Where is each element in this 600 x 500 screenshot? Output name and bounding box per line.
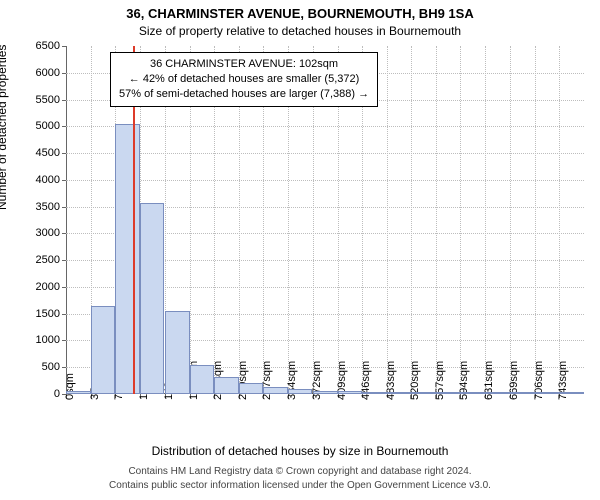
ytick-label: 1000	[36, 334, 66, 346]
chart-title-main: 36, CHARMINSTER AVENUE, BOURNEMOUTH, BH9…	[0, 6, 600, 21]
histogram-bar	[66, 391, 91, 394]
grid-v	[485, 46, 486, 394]
xtick-label: 409sqm	[336, 361, 348, 400]
grid-v	[535, 46, 536, 394]
xtick-label: 483sqm	[385, 361, 397, 400]
footer-line-2: Contains public sector information licen…	[0, 480, 600, 491]
xtick-label: 743sqm	[557, 361, 569, 400]
xtick-label: 706sqm	[533, 361, 545, 400]
histogram-bar	[313, 391, 338, 394]
histogram-bar	[362, 392, 387, 394]
histogram-bar	[239, 383, 264, 394]
ytick-label: 500	[42, 361, 66, 373]
histogram-bar	[510, 392, 535, 394]
xtick-label: 0sqm	[64, 373, 76, 400]
x-axis-label: Distribution of detached houses by size …	[0, 444, 600, 458]
ytick-label: 3500	[36, 201, 66, 213]
ytick-label: 5000	[36, 120, 66, 132]
grid-v	[411, 46, 412, 394]
histogram-bar	[535, 392, 560, 394]
histogram-bar	[214, 377, 239, 394]
grid-v	[460, 46, 461, 394]
ytick-label: 6500	[36, 40, 66, 52]
histogram-bar	[460, 392, 485, 394]
histogram-bar	[288, 389, 313, 394]
histogram-bar	[411, 392, 436, 394]
y-axis-label: Number of detached properties	[0, 45, 9, 210]
xtick-label: 297sqm	[261, 361, 273, 400]
histogram-bar	[190, 365, 215, 394]
xtick-label: 594sqm	[458, 361, 470, 400]
marker-info-box: 36 CHARMINSTER AVENUE: 102sqm ← 42% of d…	[110, 52, 378, 107]
grid-v	[436, 46, 437, 394]
ytick-label: 4500	[36, 147, 66, 159]
histogram-bar	[436, 392, 461, 394]
footer-line-1: Contains HM Land Registry data © Crown c…	[0, 466, 600, 477]
grid-h	[66, 153, 584, 154]
xtick-label: 334sqm	[286, 361, 298, 400]
histogram-bar	[338, 391, 363, 394]
xtick-label: 669sqm	[508, 361, 520, 400]
histogram-bar	[165, 311, 190, 394]
info-line-3: 57% of semi-detached houses are larger (…	[119, 87, 369, 102]
grid-h	[66, 180, 584, 181]
histogram-bar	[263, 387, 288, 394]
grid-v	[387, 46, 388, 394]
ytick-label: 2000	[36, 281, 66, 293]
xtick-label: 557sqm	[434, 361, 446, 400]
chart-title-sub: Size of property relative to detached ho…	[0, 24, 600, 38]
xtick-label: 446sqm	[360, 361, 372, 400]
histogram-bar	[91, 306, 116, 394]
ytick-label: 3000	[36, 227, 66, 239]
ytick-label: 5500	[36, 94, 66, 106]
ytick-label: 6000	[36, 67, 66, 79]
xtick-label: 631sqm	[483, 361, 495, 400]
grid-v	[559, 46, 560, 394]
y-axis-line	[66, 46, 67, 394]
info-line-1: 36 CHARMINSTER AVENUE: 102sqm	[119, 57, 369, 72]
chart-stage: 36, CHARMINSTER AVENUE, BOURNEMOUTH, BH9…	[0, 0, 600, 500]
ytick-label: 2500	[36, 254, 66, 266]
histogram-bar	[140, 203, 165, 394]
ytick-label: 4000	[36, 174, 66, 186]
histogram-bar	[115, 124, 140, 394]
xtick-label: 372sqm	[311, 361, 323, 400]
histogram-bar	[485, 392, 510, 394]
histogram-bar	[559, 392, 584, 394]
xtick-label: 520sqm	[409, 361, 421, 400]
grid-h	[66, 126, 584, 127]
grid-v	[510, 46, 511, 394]
ytick-label: 1500	[36, 308, 66, 320]
histogram-bar	[387, 392, 412, 394]
info-line-2: ← 42% of detached houses are smaller (5,…	[119, 72, 369, 87]
